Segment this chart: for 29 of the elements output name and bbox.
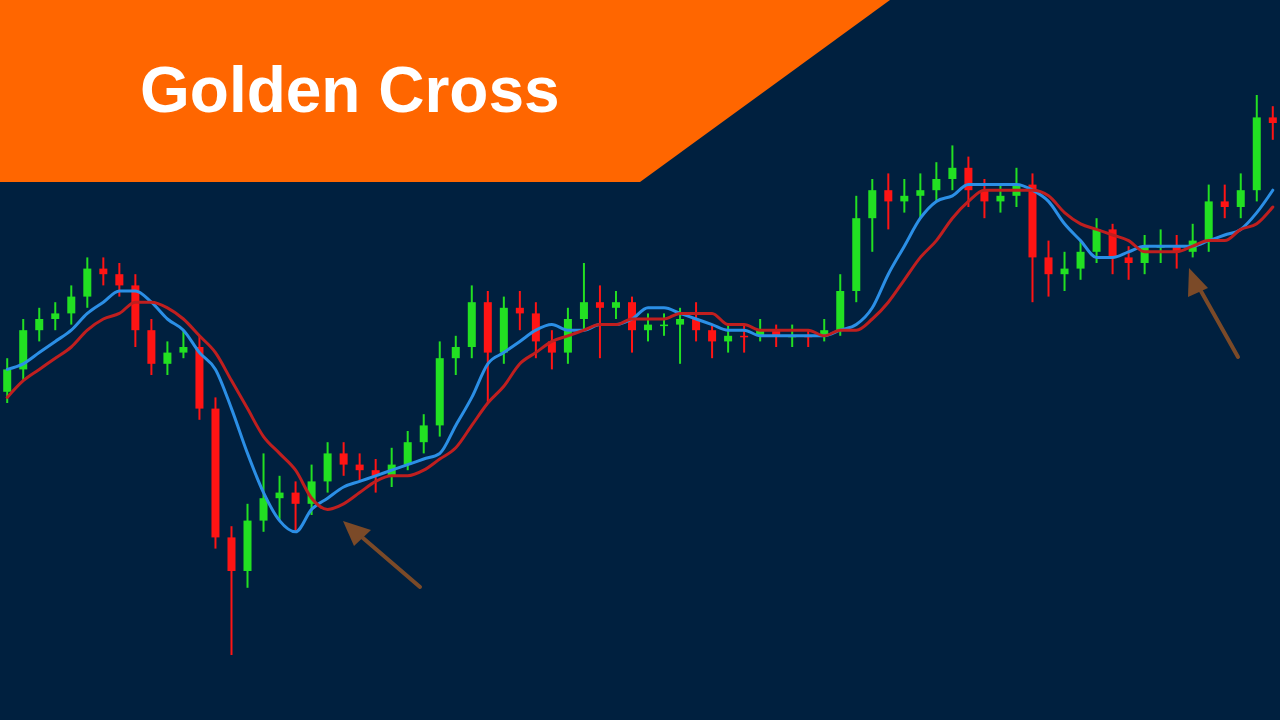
candlestick bbox=[179, 329, 188, 360]
candlestick bbox=[1220, 183, 1229, 220]
candlestick bbox=[579, 262, 588, 332]
candlestick bbox=[51, 301, 60, 332]
candlestick bbox=[611, 290, 620, 320]
candlestick bbox=[419, 413, 428, 455]
chart-title: Golden Cross bbox=[140, 54, 560, 126]
candlestick bbox=[708, 323, 717, 360]
candlestick bbox=[115, 262, 124, 298]
candlestick bbox=[932, 161, 941, 203]
candlestick bbox=[1044, 239, 1053, 298]
candlestick bbox=[163, 340, 172, 376]
candlestick bbox=[1124, 245, 1133, 281]
candlestick bbox=[595, 284, 604, 360]
candlestick bbox=[67, 284, 76, 326]
candlestick bbox=[451, 334, 460, 376]
candlestick bbox=[676, 306, 685, 365]
candlestick bbox=[1236, 172, 1245, 220]
candlestick bbox=[1268, 105, 1277, 141]
candlestick bbox=[339, 441, 348, 477]
candlestick bbox=[884, 172, 893, 231]
candlestick bbox=[403, 430, 412, 472]
candlestick bbox=[1092, 217, 1101, 264]
candlestick bbox=[35, 306, 44, 343]
candlestick bbox=[948, 144, 957, 192]
candlestick bbox=[916, 172, 925, 220]
candlestick bbox=[291, 480, 300, 533]
candlestick bbox=[259, 452, 268, 533]
candlestick bbox=[3, 357, 12, 404]
